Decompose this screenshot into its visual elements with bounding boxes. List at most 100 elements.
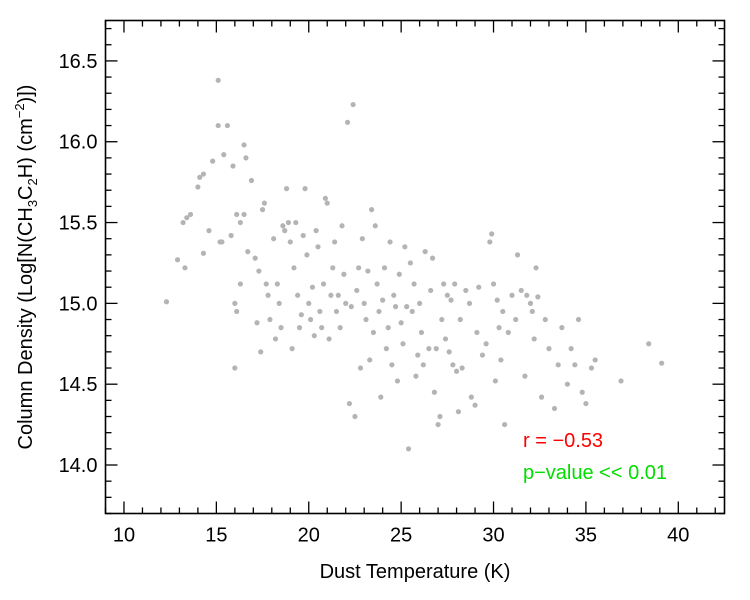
data-point [200, 250, 207, 256]
data-point [368, 207, 375, 213]
data-point [646, 341, 652, 347]
data-point [182, 265, 188, 271]
data-point [282, 228, 288, 234]
data-point [555, 362, 561, 368]
data-point [474, 329, 480, 336]
data-point [352, 413, 358, 420]
data-point [463, 287, 469, 294]
data-point [263, 281, 269, 287]
data-point [564, 381, 571, 387]
data-point [533, 265, 539, 271]
y-axis-title-sub: 3 [25, 200, 40, 207]
data-point [163, 299, 170, 305]
data-point [568, 346, 574, 352]
data-point [411, 281, 417, 287]
data-point [433, 346, 439, 352]
data-point [259, 207, 266, 213]
data-point [350, 101, 356, 108]
ticks-layer [104, 20, 725, 515]
data-point [502, 421, 508, 428]
data-point [385, 325, 391, 331]
data-point [287, 239, 293, 245]
data-point [466, 300, 473, 306]
data-point [514, 252, 521, 258]
data-point [396, 271, 402, 277]
data-point [335, 292, 341, 298]
data-point [241, 142, 247, 148]
data-point [380, 297, 386, 303]
data-point [285, 219, 292, 226]
data-point [304, 252, 310, 258]
data-point [618, 378, 624, 384]
data-point [509, 292, 515, 298]
y-tick-labels: 14.0 14.5 15.0 15.5 16.0 16.5 [59, 51, 98, 477]
data-point [339, 223, 345, 229]
data-point [442, 336, 449, 342]
data-point [180, 219, 186, 226]
data-point [468, 394, 474, 400]
data-point [441, 281, 447, 287]
data-point [258, 349, 264, 355]
data-point [476, 284, 482, 290]
data-point [272, 336, 279, 342]
data-point [341, 271, 347, 277]
data-point [237, 281, 243, 287]
y-axis-title: Column Density (Log[N(CH3C2H) (cm−2)]) [12, 85, 40, 450]
data-point [324, 200, 330, 206]
data-point [394, 378, 401, 384]
data-point [228, 232, 234, 239]
data-point [234, 211, 240, 218]
data-point [498, 357, 504, 363]
x-tick-label: 20 [298, 525, 320, 547]
data-point [455, 409, 462, 415]
data-point [405, 446, 412, 452]
data-point [291, 265, 297, 271]
y-axis-title-sub: 2 [25, 178, 40, 185]
data-point [245, 249, 251, 255]
data-point [378, 394, 384, 400]
data-point [346, 400, 353, 407]
data-point [278, 325, 284, 331]
data-point [494, 297, 500, 303]
data-point [513, 316, 519, 323]
data-point [315, 244, 321, 250]
points-layer [163, 77, 665, 452]
data-point [518, 287, 524, 294]
data-point [479, 352, 486, 358]
x-axis-title: Dust Temperature (K) [320, 561, 511, 583]
data-point [420, 362, 426, 368]
data-point [295, 292, 301, 298]
data-point [356, 265, 362, 271]
data-point [200, 171, 207, 177]
data-point [261, 200, 268, 206]
data-point [337, 325, 343, 331]
data-point [429, 255, 436, 261]
data-point [274, 281, 280, 287]
data-point [306, 300, 312, 306]
data-point [551, 405, 558, 412]
y-tick-label: 14.0 [59, 455, 98, 477]
data-point [210, 158, 216, 164]
data-point [317, 308, 323, 315]
data-point [367, 357, 373, 363]
data-point [184, 215, 190, 221]
data-point [359, 236, 365, 242]
y-tick-label: 15.0 [59, 293, 98, 315]
data-point [302, 186, 308, 192]
data-point [328, 292, 334, 298]
data-point [402, 244, 408, 250]
data-point [457, 316, 463, 323]
data-point [332, 239, 338, 245]
data-point [659, 360, 665, 366]
data-point [309, 284, 316, 290]
data-point [195, 184, 201, 190]
data-point [391, 292, 397, 298]
y-axis-title-part: Column Density (Log[N(CH [15, 207, 37, 449]
x-tick-label: 25 [390, 525, 412, 547]
data-point [450, 362, 456, 368]
data-point [232, 365, 238, 371]
data-point [535, 294, 541, 300]
data-point [409, 308, 415, 315]
data-point [527, 300, 534, 306]
data-point [542, 316, 548, 323]
